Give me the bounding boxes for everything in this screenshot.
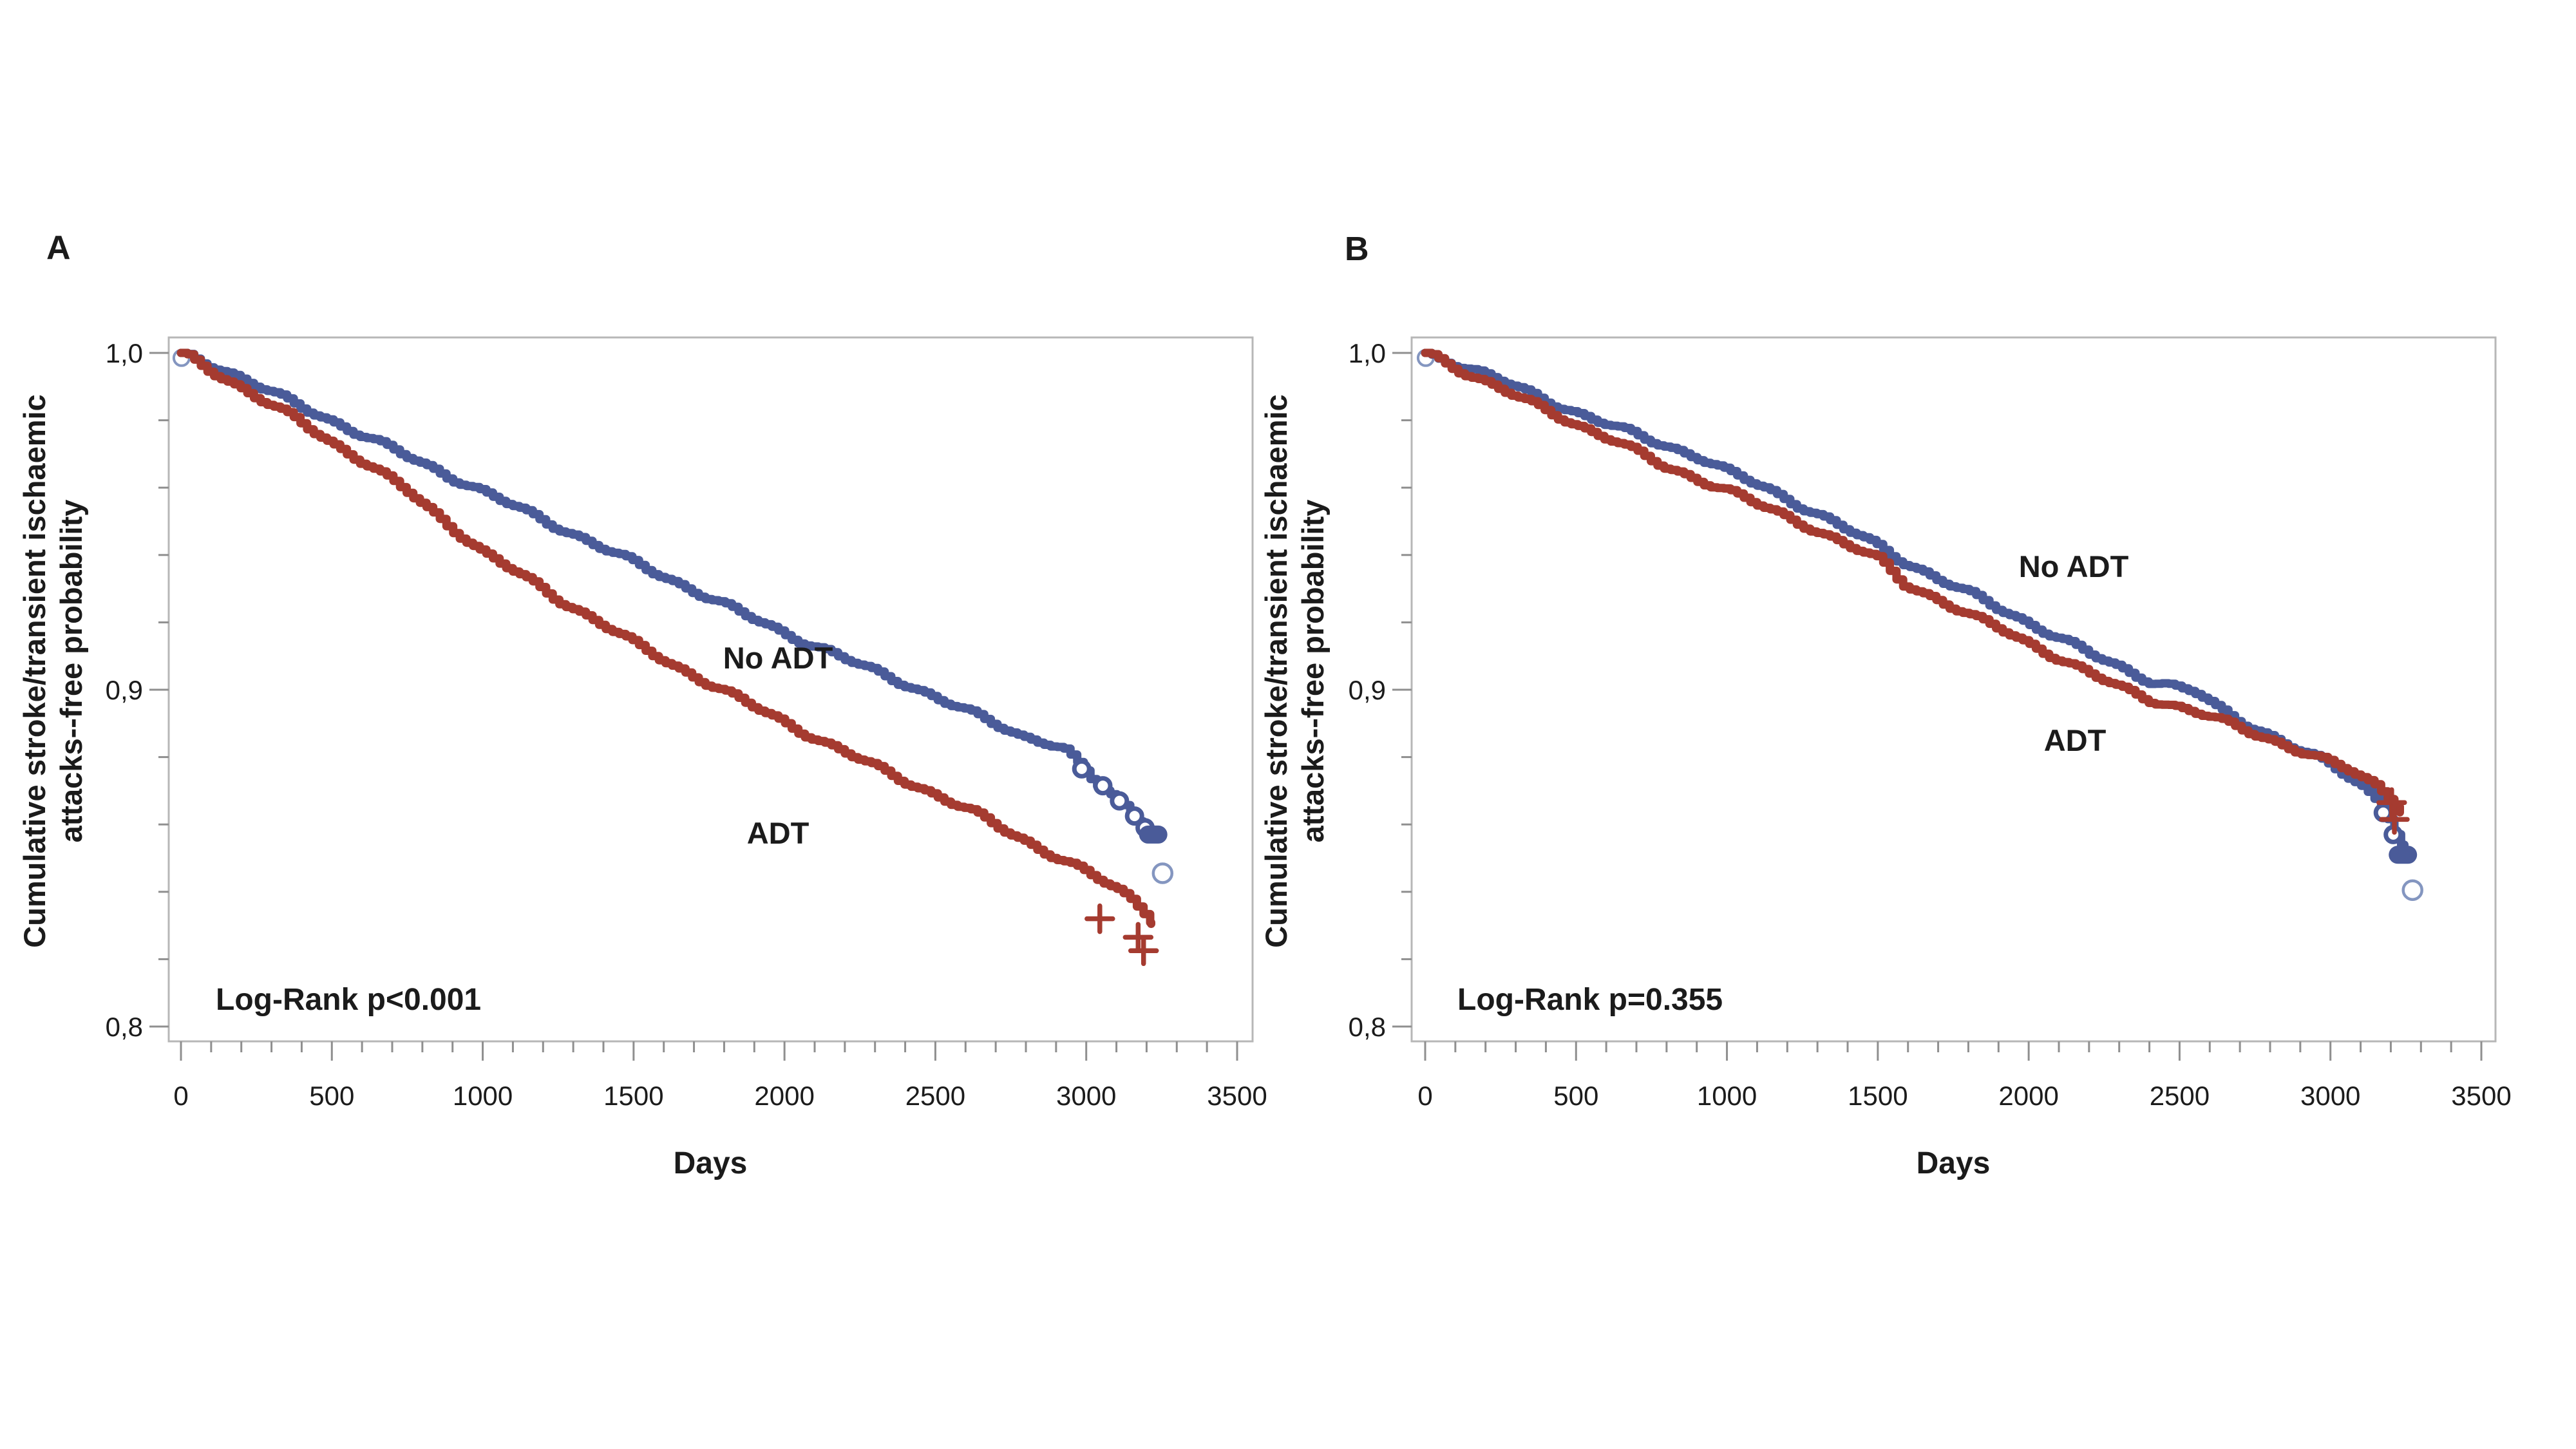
panel-a-x-tick-label: 500: [309, 1081, 354, 1111]
panel-b-x-tick-label: 2500: [2150, 1081, 2210, 1111]
panel-b-x-tick-label: 3000: [2300, 1081, 2360, 1111]
panel-label-b: B: [1345, 231, 1369, 268]
panel-b-x-tick-label: 500: [1553, 1081, 1598, 1111]
series-label-no-adt-b: No ADT: [2019, 549, 2129, 583]
panel-b-km-curve-no-adt: [1421, 348, 2409, 853]
panel-a-censor-plus-icon-adt: [1122, 922, 1154, 953]
panel-b-x-tick-label: 2000: [1998, 1081, 2058, 1111]
panel-b-curve-end-cap-no-adt: [2389, 846, 2418, 864]
panel-a-outlier-censor-circle-icon-no-adt: [1151, 862, 1174, 884]
panel-a-censor-circle-icon-no-adt: [1124, 806, 1144, 826]
panel-b-km-curve-adt: [1421, 348, 2404, 817]
panel-a-censor-circle-icon-no-adt: [1110, 791, 1130, 811]
panel-a-km-curve-no-adt: [176, 348, 1159, 841]
panel-b-x-tick-label: 0: [1417, 1081, 1432, 1111]
y-axis-title-line1-a: Cumulative stroke/transient ischaemic: [17, 394, 52, 947]
panel-a-x-tick-label: 3500: [1207, 1081, 1267, 1111]
series-label-adt-b: ADT: [2044, 723, 2107, 757]
x-axis-title-b: Days: [1917, 1146, 1991, 1180]
panel-a-y-tick-label: 0,9: [106, 675, 143, 705]
panel-b-x-tick-label: 1500: [1848, 1081, 1908, 1111]
panel-b-outlier-censor-circle-icon-no-adt: [2401, 879, 2423, 901]
panel-b-x-tick-label: 3500: [2451, 1081, 2511, 1111]
panel-b-censor-plus-icon-adt: [2376, 787, 2407, 818]
panel-b-censor-plus-icon-adt: [2379, 804, 2410, 835]
panel-a-x-tick-label: 1000: [453, 1081, 513, 1111]
panel-b-plot: 0 500 1000 1500 2000 2500 3000 3500 1,0 0,9 0,8: [1349, 336, 2512, 1111]
y-axis-title-line2-a: attacks--free probability: [54, 500, 88, 843]
panel-a-curve-end-cap-no-adt: [1139, 825, 1168, 844]
panel-b-y-tick-label: 0,9: [1349, 675, 1386, 705]
panel-b-x-tick-label: 1000: [1697, 1081, 1757, 1111]
panel-a-censor-circle-icon-no-adt: [1093, 776, 1113, 796]
panel-a-km-curve-adt: [176, 348, 1155, 928]
panel-a-censor-plus-icon-adt: [1084, 903, 1115, 934]
series-label-adt-a: ADT: [747, 816, 810, 850]
x-axis-title-a: Days: [674, 1146, 748, 1180]
logrank-annotation-b: Log-Rank p=0.355: [1457, 983, 1723, 1017]
panel-a-x-tick-label: 3000: [1056, 1081, 1116, 1111]
panel-a-censor-circle-icon-no-adt: [1072, 759, 1092, 779]
panel-a-x-tick-label: 0: [173, 1081, 188, 1111]
logrank-annotation-a: Log-Rank p<0.001: [216, 983, 481, 1017]
panel-a-y-tick-label: 1,0: [106, 338, 143, 368]
panel-label-a: A: [46, 229, 71, 267]
series-label-no-adt-a: No ADT: [723, 641, 833, 675]
panel-b-frame: [1410, 336, 2497, 1043]
y-axis-title-line1-b: Cumulative stroke/transient ischaemic: [1259, 394, 1293, 947]
panel-a-x-tick-label: 2000: [754, 1081, 814, 1111]
panel-a-x-tick-label: 2500: [905, 1081, 965, 1111]
panel-a-x-tick-label: 1500: [603, 1081, 663, 1111]
y-axis-title-line2-b: attacks--free probability: [1296, 500, 1330, 843]
panel-a-plot: 0 500 1000 1500 2000 2500 3000 3500 1,0 0,9 0,8: [106, 336, 1267, 1111]
panel-a-censor-plus-icon-adt: [1128, 935, 1159, 967]
panel-a-y-tick-label: 0,8: [106, 1012, 143, 1042]
panel-b-y-tick-label: 0,8: [1349, 1012, 1386, 1042]
panel-b-y-tick-label: 1,0: [1349, 338, 1386, 368]
